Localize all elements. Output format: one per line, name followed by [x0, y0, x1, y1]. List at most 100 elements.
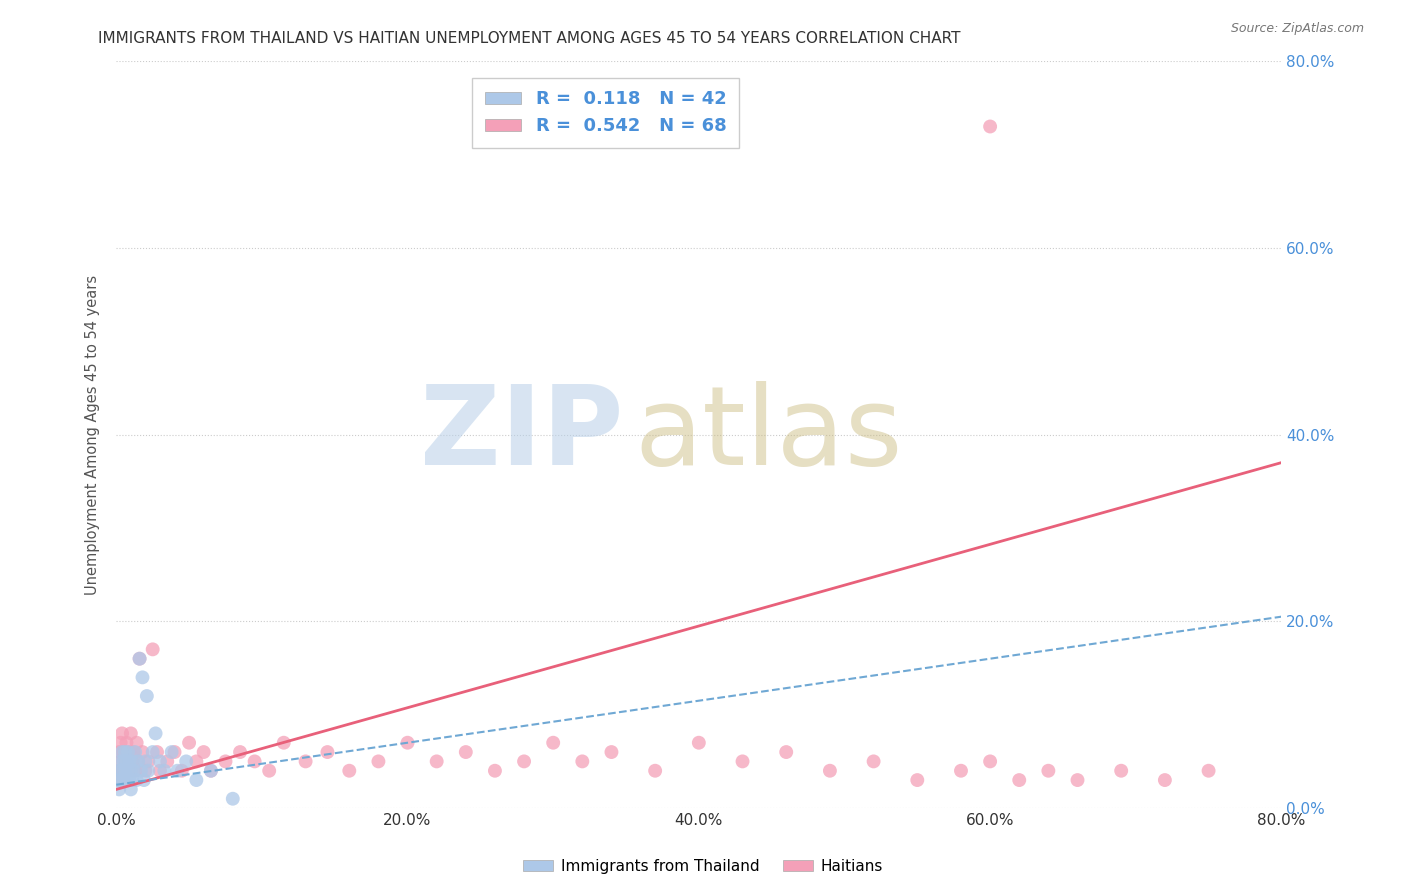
Point: [127, 755, 149, 769]
Point: [135, 689, 157, 703]
Point: [426, 755, 449, 769]
Point: [644, 764, 666, 778]
Point: [1198, 764, 1220, 778]
Point: [127, 755, 149, 769]
Point: [120, 726, 142, 740]
Point: [112, 773, 135, 788]
Point: [108, 764, 131, 778]
Point: [118, 755, 141, 769]
Point: [862, 755, 884, 769]
Point: [134, 755, 156, 769]
Legend: Immigrants from Thailand, Haitians: Immigrants from Thailand, Haitians: [517, 853, 889, 880]
Text: Source: ZipAtlas.com: Source: ZipAtlas.com: [1230, 22, 1364, 36]
Point: [156, 755, 179, 769]
Point: [153, 764, 176, 778]
Point: [115, 773, 138, 788]
Point: [120, 782, 142, 797]
Point: [107, 764, 129, 778]
Point: [134, 764, 156, 778]
Point: [396, 736, 419, 750]
Point: [257, 764, 280, 778]
Point: [111, 745, 134, 759]
Point: [222, 791, 245, 805]
Point: [108, 773, 131, 788]
Point: [454, 745, 477, 759]
Point: [149, 764, 172, 778]
Point: [107, 773, 129, 788]
Point: [117, 755, 139, 769]
Point: [818, 764, 841, 778]
Point: [111, 764, 134, 778]
Point: [146, 745, 169, 759]
Point: [115, 755, 138, 769]
Point: [112, 755, 135, 769]
Point: [110, 773, 132, 788]
Point: [110, 755, 132, 769]
Point: [111, 726, 134, 740]
Point: [122, 764, 145, 778]
Point: [136, 764, 159, 778]
Point: [316, 745, 339, 759]
Point: [129, 764, 152, 778]
Point: [110, 736, 132, 750]
Point: [114, 764, 136, 778]
Point: [125, 773, 148, 788]
Point: [1066, 773, 1088, 788]
Point: [905, 773, 928, 788]
Point: [128, 651, 150, 665]
Point: [142, 642, 165, 657]
Point: [114, 764, 136, 778]
Point: [120, 764, 142, 778]
Point: [273, 736, 295, 750]
Point: [170, 764, 193, 778]
Point: [149, 755, 172, 769]
Point: [229, 745, 252, 759]
Point: [124, 745, 146, 759]
Point: [136, 755, 159, 769]
Point: [121, 755, 143, 769]
Point: [775, 745, 797, 759]
Point: [118, 773, 141, 788]
Point: [337, 764, 360, 778]
Point: [243, 755, 266, 769]
Point: [111, 764, 134, 778]
Point: [979, 755, 1001, 769]
Point: [132, 773, 155, 788]
Point: [110, 755, 132, 769]
Point: [166, 764, 188, 778]
Point: [160, 745, 183, 759]
Point: [112, 773, 135, 788]
Point: [115, 736, 138, 750]
Point: [142, 745, 165, 759]
Point: [513, 755, 536, 769]
Point: [131, 670, 153, 684]
Point: [108, 782, 131, 797]
Point: [367, 755, 389, 769]
Point: [121, 773, 143, 788]
Point: [125, 736, 148, 750]
Point: [163, 745, 186, 759]
Point: [688, 736, 710, 750]
Point: [294, 755, 316, 769]
Text: atlas: atlas: [634, 381, 903, 488]
Point: [118, 745, 141, 759]
Point: [145, 726, 167, 740]
Point: [112, 745, 135, 759]
Point: [121, 755, 143, 769]
Point: [117, 745, 139, 759]
Text: ZIP: ZIP: [420, 381, 623, 488]
Point: [186, 755, 208, 769]
Legend: R =  0.118   N = 42, R =  0.542   N = 68: R = 0.118 N = 42, R = 0.542 N = 68: [472, 78, 740, 148]
Point: [949, 764, 972, 778]
Point: [541, 736, 564, 750]
Point: [200, 764, 222, 778]
Point: [131, 745, 153, 759]
Point: [177, 736, 200, 750]
Point: [200, 764, 222, 778]
Point: [174, 755, 197, 769]
Point: [1038, 764, 1060, 778]
Point: [114, 755, 136, 769]
Point: [120, 764, 142, 778]
Point: [571, 755, 593, 769]
Text: IMMIGRANTS FROM THAILAND VS HAITIAN UNEMPLOYMENT AMONG AGES 45 TO 54 YEARS CORRE: IMMIGRANTS FROM THAILAND VS HAITIAN UNEM…: [98, 31, 960, 46]
